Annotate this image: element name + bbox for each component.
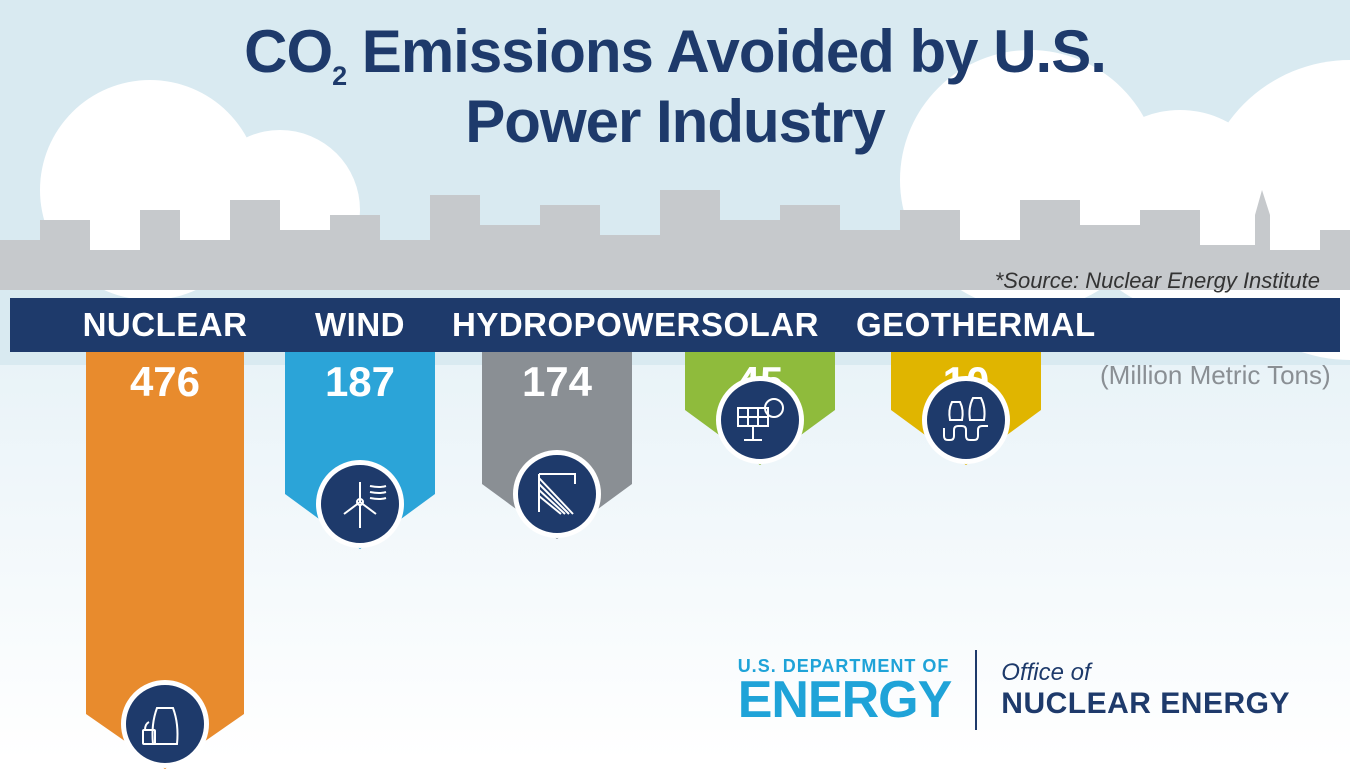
page-title: CO2 Emissions Avoided by U.S. Power Indu… [0,20,1350,153]
footer-logo-block: U.S. DEPARTMENT OF ENERGY Office of NUCL… [738,650,1290,730]
hydropower-dam-icon [513,450,601,538]
category-label: WIND [280,298,440,352]
arrow-column: 174 [482,352,632,539]
arrow-column: 45 [685,352,835,465]
arrow-column: 187 [285,352,435,549]
arrow-value: 174 [482,358,632,406]
office-logo: Office of NUCLEAR ENERGY [1001,659,1290,721]
geothermal-plant-icon [922,376,1010,464]
doe-logo: U.S. DEPARTMENT OF ENERGY [738,656,952,724]
arrow-column: 476 [86,352,244,769]
logo-divider [975,650,977,730]
category-label: GEOTHERMAL [856,298,1076,352]
doe-big-text: ENERGY [738,677,952,724]
infographic-canvas: CO2 Emissions Avoided by U.S. Power Indu… [0,0,1350,760]
arrow-body: 476 [86,352,244,714]
solar-panel-icon [716,376,804,464]
category-label: SOLAR [680,298,840,352]
category-label: NUCLEAR [70,298,260,352]
source-citation: *Source: Nuclear Energy Institute [995,268,1320,294]
unit-label: (Million Metric Tons) [1100,360,1331,391]
arrow-value: 476 [86,358,244,406]
office-big-text: NUCLEAR ENERGY [1001,687,1290,721]
wind-turbine-icon [316,460,404,548]
arrow-column: 10 [891,352,1041,465]
cloud-decoration [200,130,360,290]
title-line-1: CO2 Emissions Avoided by U.S. [244,18,1106,85]
arrow-value: 187 [285,358,435,406]
office-small-text: Office of [1001,659,1290,687]
title-line-2: Power Industry [465,88,884,155]
category-label: HYDROPOWER [452,298,662,352]
nuclear-plant-icon [121,680,209,768]
